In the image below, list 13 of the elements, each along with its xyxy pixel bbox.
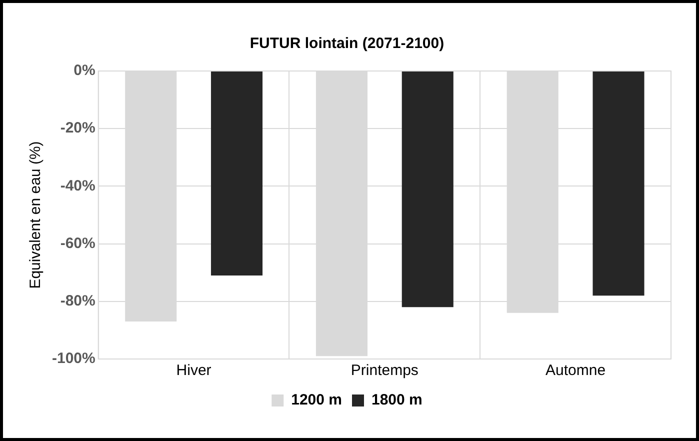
y-tick-label: -20%: [60, 120, 96, 137]
y-tick-label: -60%: [60, 234, 96, 252]
y-tick-label: -40%: [60, 177, 96, 194]
y-tick-label: 0%: [74, 62, 96, 80]
chart-title: FUTUR lointain (2071-2100): [250, 35, 444, 52]
y-axis-title: Equivalent en eau (%): [27, 141, 44, 289]
y-tick-label: -100%: [52, 350, 96, 368]
x-tick-label: Printemps: [350, 362, 418, 380]
x-tick-label: Hiver: [176, 362, 212, 380]
x-tick-label: Automne: [546, 362, 606, 380]
legend-label: 1200 m: [291, 392, 342, 409]
y-tick-label: -80%: [60, 292, 96, 310]
legend-label: 1800 m: [372, 392, 422, 409]
